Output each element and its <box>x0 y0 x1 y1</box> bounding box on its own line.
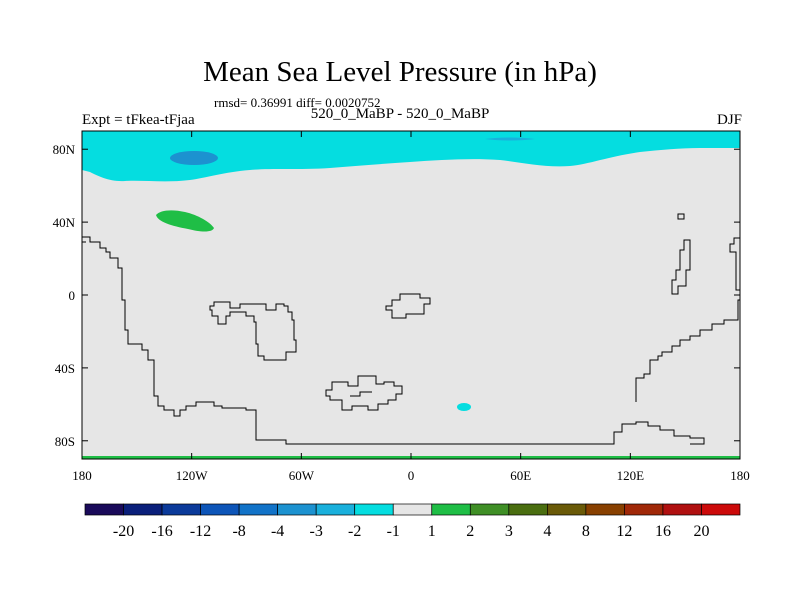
colorbar-swatch <box>315 503 356 516</box>
arctic-deep-region <box>170 151 218 165</box>
y-tick-label: 40S <box>55 361 75 376</box>
y-tick-label: 0 <box>69 288 76 303</box>
colorbar-label: 12 <box>616 523 632 540</box>
coastline-americas-west <box>82 236 705 445</box>
colorbar-label: -1 <box>387 523 400 540</box>
plot-background <box>82 131 740 459</box>
coastline-asia-east <box>729 237 740 291</box>
colorbar-label: 16 <box>655 523 671 540</box>
y-axis: 80N 40N 0 40S 80S <box>53 142 740 449</box>
colorbar-swatch <box>84 503 124 516</box>
y-tick-label: 80N <box>53 142 76 157</box>
colorbar-swatch <box>354 503 394 516</box>
period-label: 520_0_MaBP - 520_0_MaBP <box>310 106 490 122</box>
colorbar: -20 -16 -12 -8 -4 -3 -2 -1 1 2 3 4 8 12 16 20 <box>84 503 741 540</box>
southern-ocean-region <box>457 403 471 411</box>
x-tick-label: 180 <box>730 468 750 483</box>
season-label: DJF <box>716 112 742 128</box>
x-tick-label: 60W <box>289 468 315 483</box>
arctic-minor-region <box>485 137 535 141</box>
colorbar-swatch <box>431 503 471 516</box>
colorbar-label: 1 <box>428 523 436 540</box>
colorbar-swatch <box>624 503 664 516</box>
colorbar-label: -8 <box>232 523 245 540</box>
x-tick-label: 120W <box>176 468 209 483</box>
colorbar-label: -16 <box>151 523 172 540</box>
colorbar-swatch <box>469 503 510 516</box>
colorbar-swatch <box>662 503 702 516</box>
colorbar-swatch <box>238 503 278 516</box>
experiment-label: Expt = tFkea-tFjaa <box>82 112 195 128</box>
colorbar-label: 3 <box>505 523 513 540</box>
coastline-south-atlantic-inner <box>350 391 372 397</box>
stats-text: rmsd= 0.36991 diff= 0.0020752 <box>214 95 381 110</box>
chart-title: Mean Sea Level Pressure (in hPa) <box>203 56 597 88</box>
colorbar-label: -3 <box>310 523 323 540</box>
colorbar-swatch <box>123 503 163 516</box>
colorbar-swatch <box>701 503 741 516</box>
pacific-positive-region <box>156 210 214 232</box>
colorbar-label: -4 <box>271 523 284 540</box>
colorbar-swatch <box>392 503 433 516</box>
y-tick-label: 40N <box>53 215 76 230</box>
x-tick-label: 180 <box>72 468 92 483</box>
coastline-south-atlantic <box>325 375 403 411</box>
colorbar-label: -20 <box>113 523 134 540</box>
colorbar-label: 8 <box>582 523 590 540</box>
colorbar-label: 4 <box>543 523 551 540</box>
colorbar-swatch <box>508 503 548 516</box>
coastline-east-asia-island <box>671 239 691 295</box>
coastline-africa <box>209 301 297 361</box>
colorbar-swatch <box>547 503 587 516</box>
colorbar-label: -12 <box>190 523 211 540</box>
coastline-arabia <box>385 293 431 319</box>
coastlines <box>82 213 740 445</box>
x-tick-label: 0 <box>408 468 415 483</box>
x-axis: 180 120W 60W 0 60E 120E 180 <box>72 131 750 483</box>
colorbar-swatch <box>277 503 317 516</box>
colorbar-swatch <box>585 503 625 516</box>
colorbar-swatch <box>161 503 201 516</box>
x-tick-label: 60E <box>510 468 531 483</box>
colorbar-label: -2 <box>348 523 361 540</box>
x-tick-label: 120E <box>617 468 645 483</box>
arctic-anomaly-region <box>82 131 740 182</box>
colorbar-swatch <box>200 503 240 516</box>
coastline-small-island <box>677 213 685 220</box>
y-tick-label: 80S <box>55 434 75 449</box>
coastline-australia <box>635 299 740 402</box>
colorbar-label: 20 <box>693 523 709 540</box>
colorbar-label: 2 <box>466 523 474 540</box>
